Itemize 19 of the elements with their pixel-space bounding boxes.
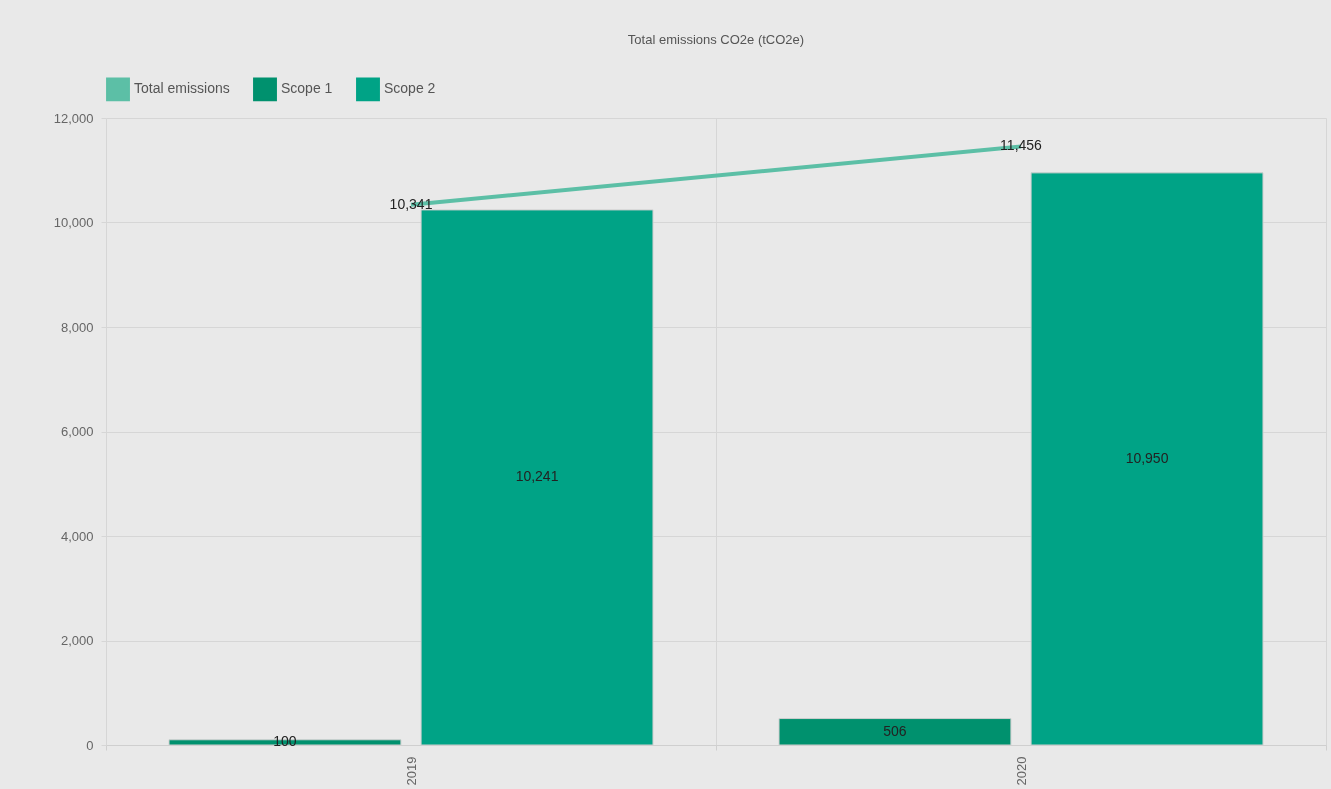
x-tick-label: 2019 [403,756,419,786]
y-tick-label: 10,000 [53,215,94,230]
y-tick-label: 2,000 [60,633,94,648]
y-tick-label: 0 [86,737,94,753]
x-tick-label: 2020 [1013,756,1029,786]
data-label: 10,241 [515,468,559,485]
y-tick-label: 12,000 [53,110,94,126]
data-label: 10,341 [389,195,433,212]
y-tick-label: 4,000 [60,528,94,544]
chart-title: Total emissions CO2e (tCO2e) [627,32,805,47]
data-label: 11,456 [1000,137,1043,154]
y-tick-label: 6,000 [60,424,94,439]
legend-label: Scope 1 [281,80,333,97]
y-tick-label: 8,000 [60,319,94,335]
data-label: 10,950 [1125,449,1169,466]
data-label: 506 [883,722,907,739]
legend-label: Scope 2 [384,80,436,97]
data-label: 100 [273,733,297,750]
legend-label: Total emissions [134,80,230,97]
